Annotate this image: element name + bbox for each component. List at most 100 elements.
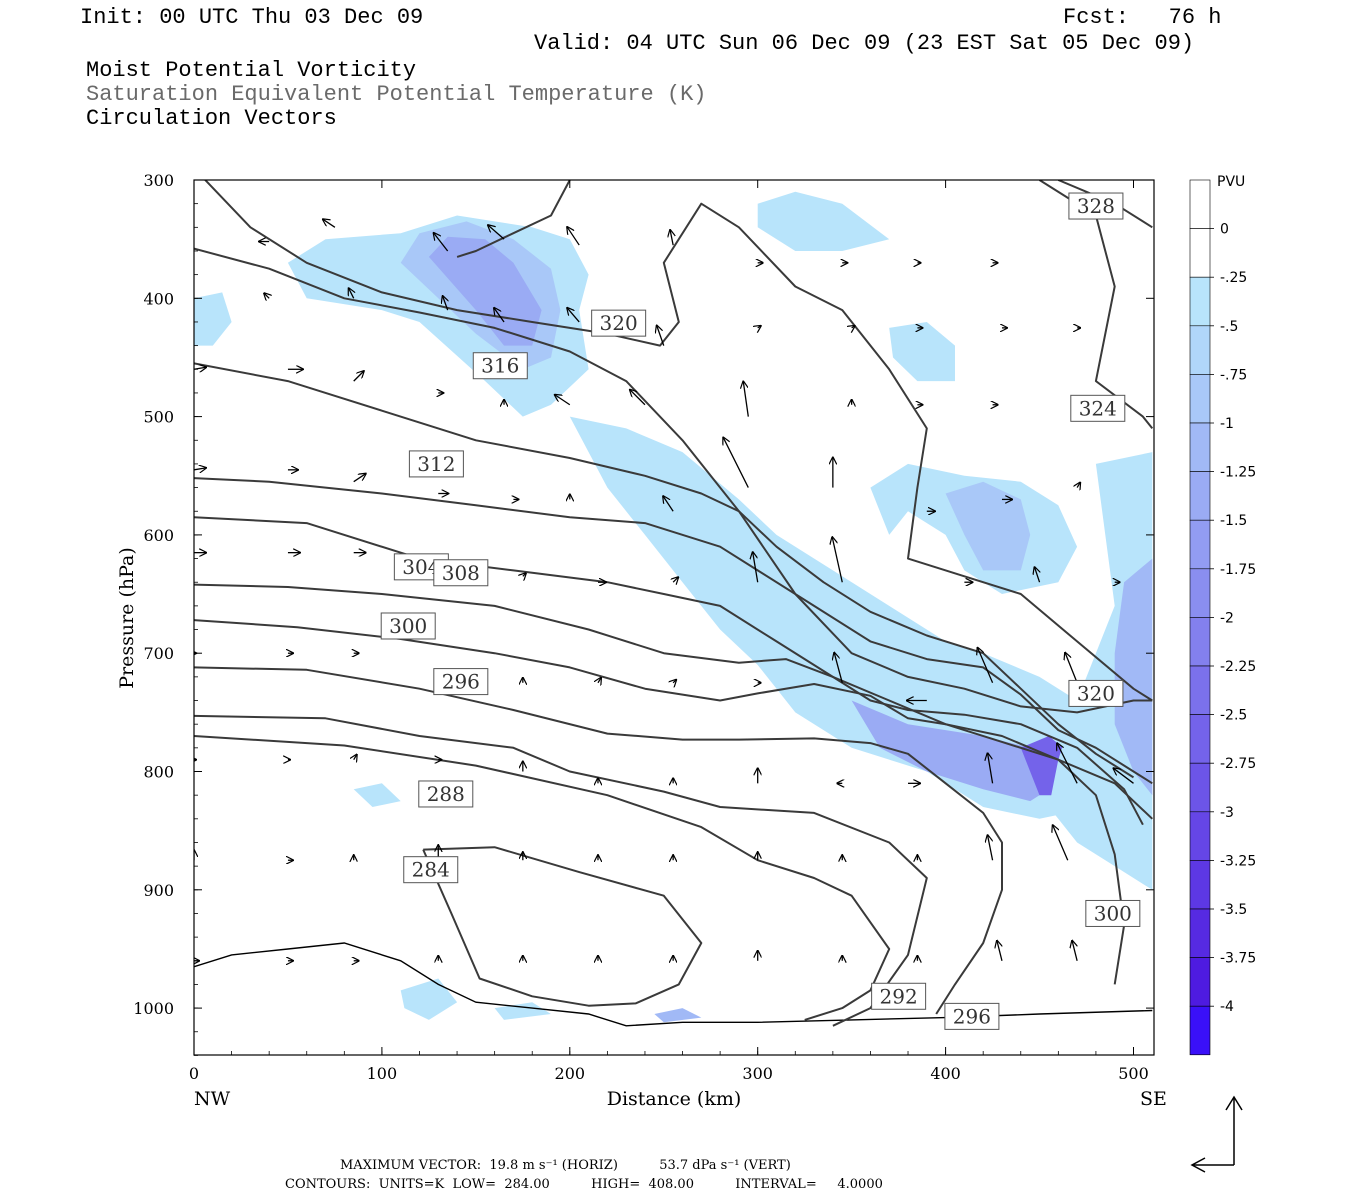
colorbar-label-9: -2.25	[1220, 659, 1256, 675]
contour-328-11	[456, 180, 571, 258]
contour-label-box	[472, 352, 528, 380]
colorbar-cell-0	[1189, 179, 1211, 229]
contour-label-box	[403, 856, 459, 884]
colorbar-cell-9	[1189, 617, 1211, 667]
colorbar-cell-12	[1189, 762, 1211, 813]
max-vector-info: MAXIMUM VECTOR: 19.8 m s⁻¹ (HORIZ) 53.7 …	[340, 1158, 791, 1173]
vector-39	[723, 438, 749, 488]
vector-11	[349, 288, 354, 299]
y-tick-label-800: 800	[143, 763, 174, 782]
vector-79	[1057, 743, 1078, 784]
contour-320-9	[194, 247, 1153, 714]
y-tick-label-1000: 1000	[133, 999, 174, 1018]
colorbar-label-4: -1	[1220, 416, 1234, 432]
vector-48	[523, 573, 526, 576]
x-tick-label-0: 0	[189, 1064, 199, 1083]
terrain-surface	[194, 942, 1153, 1027]
x-tick-label-500: 500	[1118, 1064, 1149, 1083]
contour-304-5	[194, 583, 1144, 826]
colorbar-label-16: -4	[1220, 999, 1234, 1015]
vector-32	[194, 468, 206, 470]
mpv-region-14	[400, 978, 458, 1020]
vector-78	[988, 753, 994, 784]
mpv-region-4	[851, 700, 1059, 802]
contour-label-text: 312	[417, 452, 455, 476]
colorbar-label-5: -1.25	[1220, 465, 1256, 481]
colorbar-label-11: -2.75	[1220, 756, 1256, 772]
mpv-region-10	[757, 191, 890, 251]
contour-label-text: 296	[442, 670, 480, 694]
colorbar-cell-2	[1189, 276, 1211, 327]
contour-label-text: 288	[427, 782, 465, 806]
contour-label-320-12: 320	[1068, 679, 1124, 707]
contour-label-text: 320	[1077, 681, 1115, 705]
colorbar: 0 -.25 -.5 -.75 -1 -1.25 -1.5 -1.75 -2 -2.25 -2.5 -…	[1189, 179, 1256, 1056]
valid-time: Valid: 04 UTC Sun 06 Dec 09 (23 EST Sat …	[534, 31, 1195, 56]
vector-15	[657, 326, 665, 346]
colorbar-label-7: -1.75	[1220, 562, 1256, 578]
forecast-hour: Fcst: 76 h	[1063, 5, 1222, 30]
colorbar-cell-16	[1189, 957, 1211, 1007]
contour-label-316-10: 316	[472, 352, 528, 380]
vector-70	[354, 755, 357, 760]
y-tick-label-500: 500	[143, 408, 174, 427]
vector-50	[673, 577, 678, 582]
colorbar-cell-14	[1189, 860, 1211, 910]
contour-284-0	[422, 846, 703, 1007]
vector-52	[832, 537, 843, 583]
y-tick-label-600: 600	[143, 526, 174, 545]
colorbar-label-3: -.75	[1220, 367, 1247, 383]
colorbar-cell-8	[1189, 568, 1211, 618]
vector-66	[978, 648, 994, 684]
vector-80	[1114, 768, 1134, 784]
contour-label-box	[1068, 679, 1124, 707]
vector-61	[598, 678, 601, 683]
vector-17	[852, 326, 855, 328]
contour-label-box	[433, 668, 489, 696]
axes: 0 100 200 300 400 500 300 400 500 600 700 800 900 100…	[133, 171, 1154, 1083]
vector-54	[1035, 567, 1040, 583]
contour-324-10	[203, 180, 1153, 702]
contour-label-text: 284	[412, 858, 450, 882]
field-title-mpv: Moist Potential Vorticity	[86, 58, 417, 83]
vector-38	[663, 496, 674, 512]
contour-label-box	[591, 309, 647, 337]
contour-label-text: 308	[442, 561, 480, 585]
contour-label-text: 320	[600, 311, 638, 335]
contour-label-292-2: 292	[871, 982, 927, 1010]
mpv-region-11	[889, 322, 955, 382]
contour-label-box	[408, 450, 464, 478]
mpv-region-7	[1114, 558, 1153, 796]
colorbar-cell-11	[1189, 714, 1211, 764]
vector-5	[670, 230, 673, 246]
vector-34	[353, 474, 366, 483]
contour-300-4	[194, 619, 1126, 985]
colorbar-cell-6	[1189, 471, 1211, 521]
vector-2	[434, 233, 449, 252]
contour-label-300-5: 300	[380, 612, 436, 640]
vector-14	[567, 308, 580, 323]
colorbar-unit: PVU	[1217, 174, 1245, 190]
colorbar-cell-7	[1189, 519, 1211, 570]
contour-label-box	[1085, 899, 1141, 927]
y-tick-label-900: 900	[143, 881, 174, 900]
mpv-shading	[194, 191, 1153, 1023]
contour-label-324-13: 324	[1070, 394, 1126, 422]
colorbar-label-15: -3.75	[1220, 951, 1256, 967]
circulation-vectors	[194, 219, 1134, 960]
contour-label-text: 316	[481, 354, 519, 378]
mpv-region-6	[1048, 452, 1153, 890]
contour-label-text: 292	[880, 984, 918, 1008]
colorbar-cell-5	[1189, 422, 1211, 472]
field-title-theta-es: Saturation Equivalent Potential Temperat…	[86, 82, 707, 107]
contour-label-328-14: 328	[1068, 192, 1124, 220]
contour-label-box	[944, 1002, 1000, 1030]
colorbar-cell-17	[1189, 1005, 1211, 1056]
colorbar-label-10: -2.5	[1220, 708, 1247, 724]
vector-91	[988, 835, 994, 861]
mpv-region-9	[945, 481, 1031, 571]
y-tick-label-300: 300	[143, 171, 174, 190]
mpv-region-15	[494, 1002, 551, 1020]
